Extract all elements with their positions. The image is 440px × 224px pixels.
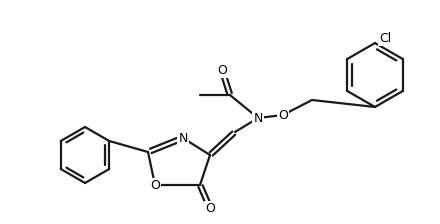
Text: N: N [253, 112, 263, 125]
Text: Cl: Cl [379, 32, 391, 45]
Text: O: O [150, 179, 160, 192]
Text: O: O [278, 108, 288, 121]
Text: N: N [178, 131, 188, 144]
Text: O: O [205, 202, 215, 215]
Text: O: O [217, 63, 227, 77]
